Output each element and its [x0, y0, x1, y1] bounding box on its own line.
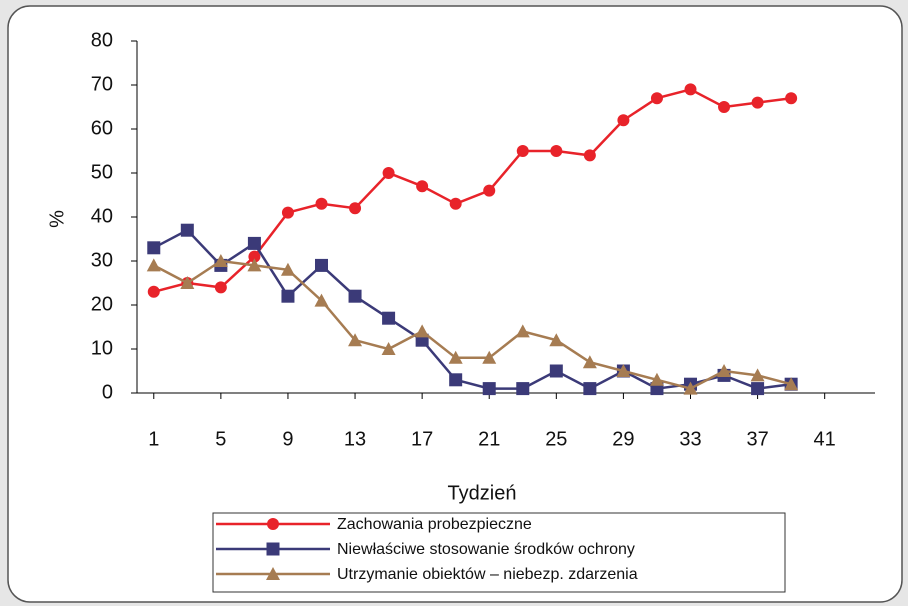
y-tick-label: 40 — [91, 205, 113, 227]
point — [180, 223, 194, 237]
y-tick-label: 30 — [91, 249, 113, 271]
point — [314, 293, 329, 307]
x-axis-label: Tydzień — [448, 482, 517, 504]
point — [348, 333, 363, 347]
y-tick-label: 50 — [91, 161, 113, 183]
point — [180, 276, 195, 289]
y-axis-label: % — [46, 210, 68, 228]
legend-label: Zachowania probezpieczne — [337, 516, 532, 533]
point — [281, 289, 295, 303]
legend-label: Niewłaściwe stosowanie środków ochrony — [337, 541, 635, 558]
point — [147, 241, 161, 255]
x-tick-label: 33 — [679, 428, 701, 450]
point — [348, 289, 362, 303]
point — [247, 236, 261, 250]
point — [281, 206, 294, 219]
point — [247, 258, 262, 272]
point — [616, 364, 631, 377]
point — [583, 149, 596, 162]
y-tick-label: 20 — [91, 293, 113, 315]
x-tick-label: 41 — [814, 428, 836, 450]
point — [549, 364, 563, 378]
x-tick-label: 13 — [344, 428, 366, 450]
legend-entry: Zachowania probezpieczne — [216, 516, 532, 533]
point — [583, 382, 597, 396]
point — [718, 101, 731, 113]
y-tick-label: 60 — [91, 117, 113, 139]
point — [267, 518, 279, 530]
point — [785, 92, 798, 105]
point — [784, 377, 799, 391]
y-tick-label: 10 — [91, 337, 113, 359]
series-line — [153, 259, 792, 390]
point — [515, 324, 530, 338]
point — [280, 262, 295, 276]
point — [482, 350, 497, 364]
point — [315, 258, 328, 272]
legend-entry: Niewłaściwe stosowanie środków ochrony — [216, 541, 635, 558]
point — [617, 114, 630, 127]
point — [516, 145, 529, 157]
point — [147, 285, 160, 298]
point — [266, 567, 280, 580]
x-tick-label: 21 — [478, 428, 500, 450]
point — [717, 364, 732, 377]
point — [550, 145, 563, 157]
point — [416, 180, 429, 193]
point — [382, 311, 396, 325]
y-tick-label: 0 — [102, 381, 113, 403]
legend-box — [212, 512, 786, 593]
legend-label: Utrzymanie obiektów – niebezp. zdarzenia — [337, 566, 638, 583]
point — [214, 281, 227, 294]
point — [649, 372, 664, 386]
point — [213, 254, 228, 267]
point — [146, 258, 161, 272]
point — [315, 197, 328, 210]
point — [449, 197, 462, 210]
x-tick-label: 37 — [746, 428, 768, 450]
point — [248, 250, 261, 263]
point — [382, 167, 395, 179]
point — [549, 333, 564, 347]
point — [751, 382, 765, 396]
x-tick-label: 9 — [282, 428, 293, 450]
x-tick-label: 29 — [612, 428, 634, 450]
frame — [7, 5, 903, 603]
x-tick-label: 1 — [148, 428, 159, 450]
point — [483, 184, 496, 197]
legend-entry: Utrzymanie obiektów – niebezp. zdarzenia — [216, 566, 638, 583]
x-tick-label: 5 — [215, 428, 226, 450]
y-tick-label: 70 — [91, 73, 113, 95]
point — [448, 350, 463, 364]
point — [449, 373, 463, 387]
y-tick-label: 80 — [91, 29, 113, 51]
point — [381, 342, 396, 355]
point — [750, 368, 765, 382]
x-tick-label: 17 — [411, 428, 433, 450]
point — [751, 96, 764, 109]
point — [582, 355, 597, 369]
point — [684, 83, 697, 96]
point — [266, 542, 280, 556]
point — [349, 202, 362, 215]
x-tick-label: 25 — [545, 428, 567, 450]
point — [516, 382, 530, 396]
point — [683, 381, 698, 395]
point — [415, 324, 430, 338]
point — [482, 382, 496, 396]
point — [650, 92, 663, 105]
